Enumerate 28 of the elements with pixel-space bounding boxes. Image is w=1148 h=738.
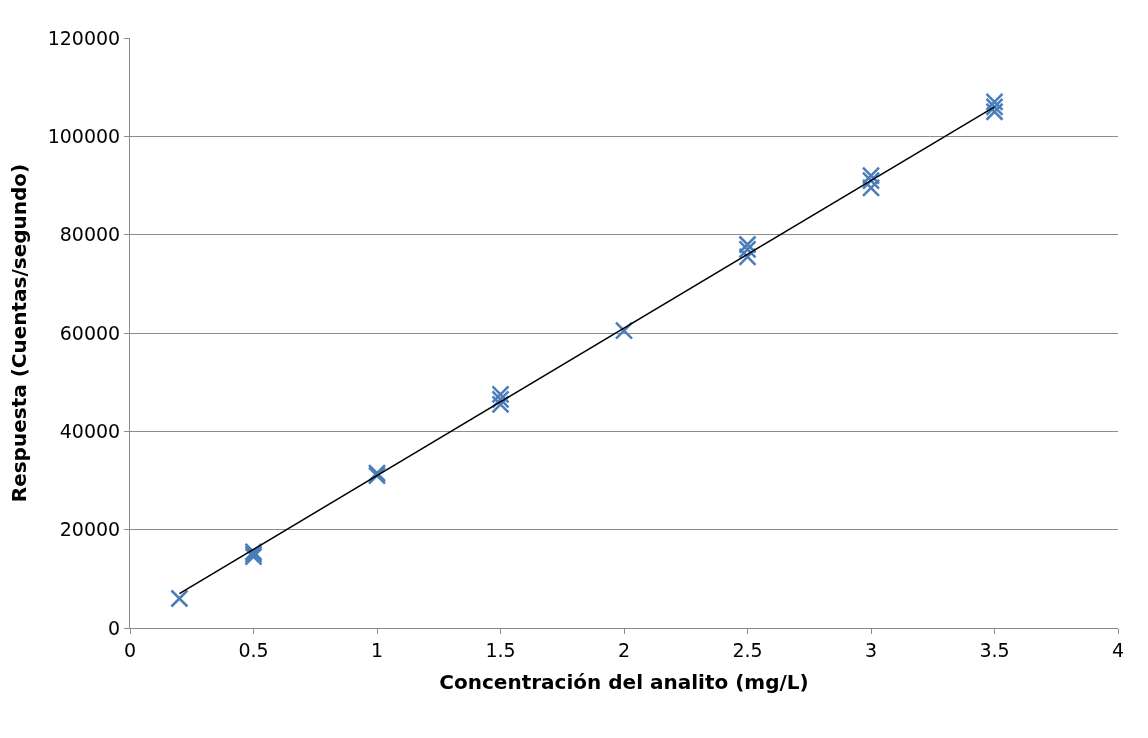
point bbox=[861, 178, 881, 198]
x-tick-label: 2 bbox=[617, 638, 631, 661]
x-tick-label: 3.5 bbox=[979, 638, 1010, 661]
y-tick-label: 80000 bbox=[59, 223, 121, 246]
y-tick-label: 120000 bbox=[47, 26, 121, 49]
point bbox=[985, 97, 1004, 117]
x-tick-label: 1.5 bbox=[485, 638, 516, 661]
y-tick-label: 0 bbox=[108, 616, 121, 639]
y-axis-title: Respuesta (Cuentas/segundo) bbox=[7, 163, 32, 503]
x-tick-label: 1 bbox=[370, 638, 384, 661]
point bbox=[491, 385, 510, 404]
x-tick-label: 3 bbox=[864, 638, 878, 661]
x-tick-label: 2.5 bbox=[732, 638, 763, 661]
y-tick-label: 100000 bbox=[47, 124, 121, 147]
point bbox=[985, 92, 1004, 112]
point bbox=[861, 166, 881, 185]
x-axis-title: Concentración del analito (mg/L) bbox=[439, 670, 809, 695]
point bbox=[170, 589, 189, 608]
point bbox=[985, 102, 1004, 121]
x-tick-label: 4 bbox=[1111, 638, 1125, 661]
x-tick-label: 0 bbox=[123, 638, 137, 661]
x-tick-label: 0.5 bbox=[238, 638, 269, 661]
point bbox=[738, 235, 757, 254]
point bbox=[491, 395, 510, 414]
point bbox=[738, 240, 757, 259]
y-tick-label: 20000 bbox=[59, 518, 121, 541]
y-tick-label: 40000 bbox=[59, 419, 121, 442]
y-tick-label: 60000 bbox=[59, 321, 121, 344]
